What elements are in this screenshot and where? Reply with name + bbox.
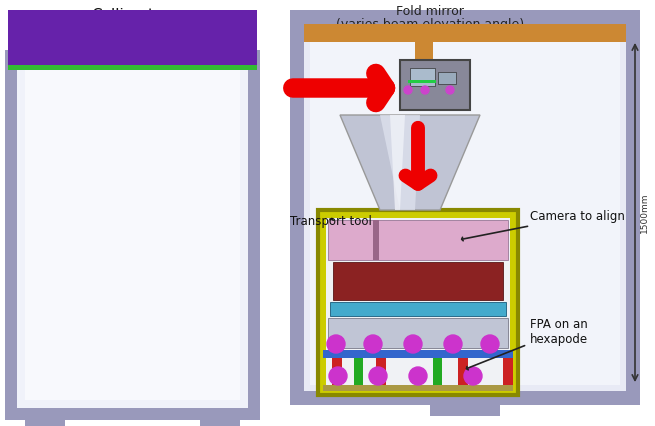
Bar (376, 358, 386, 385)
Bar (323, 350, 513, 358)
Bar (318, 210, 518, 395)
Text: Transport tool: Transport tool (290, 215, 372, 228)
Bar (458, 358, 468, 385)
Text: (varies beam elevation angle): (varies beam elevation angle) (336, 18, 524, 31)
Bar (304, 24, 626, 391)
Polygon shape (390, 115, 405, 210)
Bar (503, 358, 513, 385)
Polygon shape (380, 115, 420, 210)
Bar (438, 72, 456, 84)
Bar (290, 10, 640, 405)
Circle shape (409, 367, 427, 385)
Bar (328, 318, 508, 348)
Bar (8, 10, 257, 65)
Circle shape (421, 86, 429, 94)
Bar (25, 420, 65, 426)
Circle shape (444, 335, 462, 353)
Bar (408, 80, 436, 83)
Circle shape (404, 86, 412, 94)
Bar (17, 62, 248, 408)
Text: Fold mirror: Fold mirror (396, 5, 464, 18)
Bar (354, 358, 363, 385)
Circle shape (446, 86, 454, 94)
Bar (373, 220, 379, 260)
Bar (400, 60, 470, 110)
Text: FPA on an
hexapode: FPA on an hexapode (466, 318, 588, 370)
Bar (433, 358, 442, 385)
Bar (25, 70, 240, 400)
Circle shape (364, 335, 382, 353)
Bar (332, 358, 342, 385)
Bar (304, 24, 626, 42)
Bar (410, 68, 435, 86)
Polygon shape (340, 115, 480, 210)
Bar (8, 65, 257, 70)
Text: Collimator: Collimator (90, 8, 170, 23)
Bar (310, 30, 620, 385)
Text: Camera to align: Camera to align (462, 210, 625, 241)
Circle shape (404, 335, 422, 353)
Bar (430, 400, 500, 416)
Bar (333, 262, 503, 300)
Circle shape (327, 335, 345, 353)
Bar (326, 218, 510, 387)
Bar (330, 302, 506, 316)
Circle shape (329, 367, 347, 385)
Bar (328, 220, 508, 260)
Bar (415, 28, 433, 88)
Bar (323, 385, 513, 391)
Circle shape (464, 367, 482, 385)
Circle shape (481, 335, 499, 353)
Bar (200, 420, 240, 426)
Text: 1500mm: 1500mm (640, 192, 649, 233)
Bar (5, 50, 260, 420)
Circle shape (369, 367, 387, 385)
